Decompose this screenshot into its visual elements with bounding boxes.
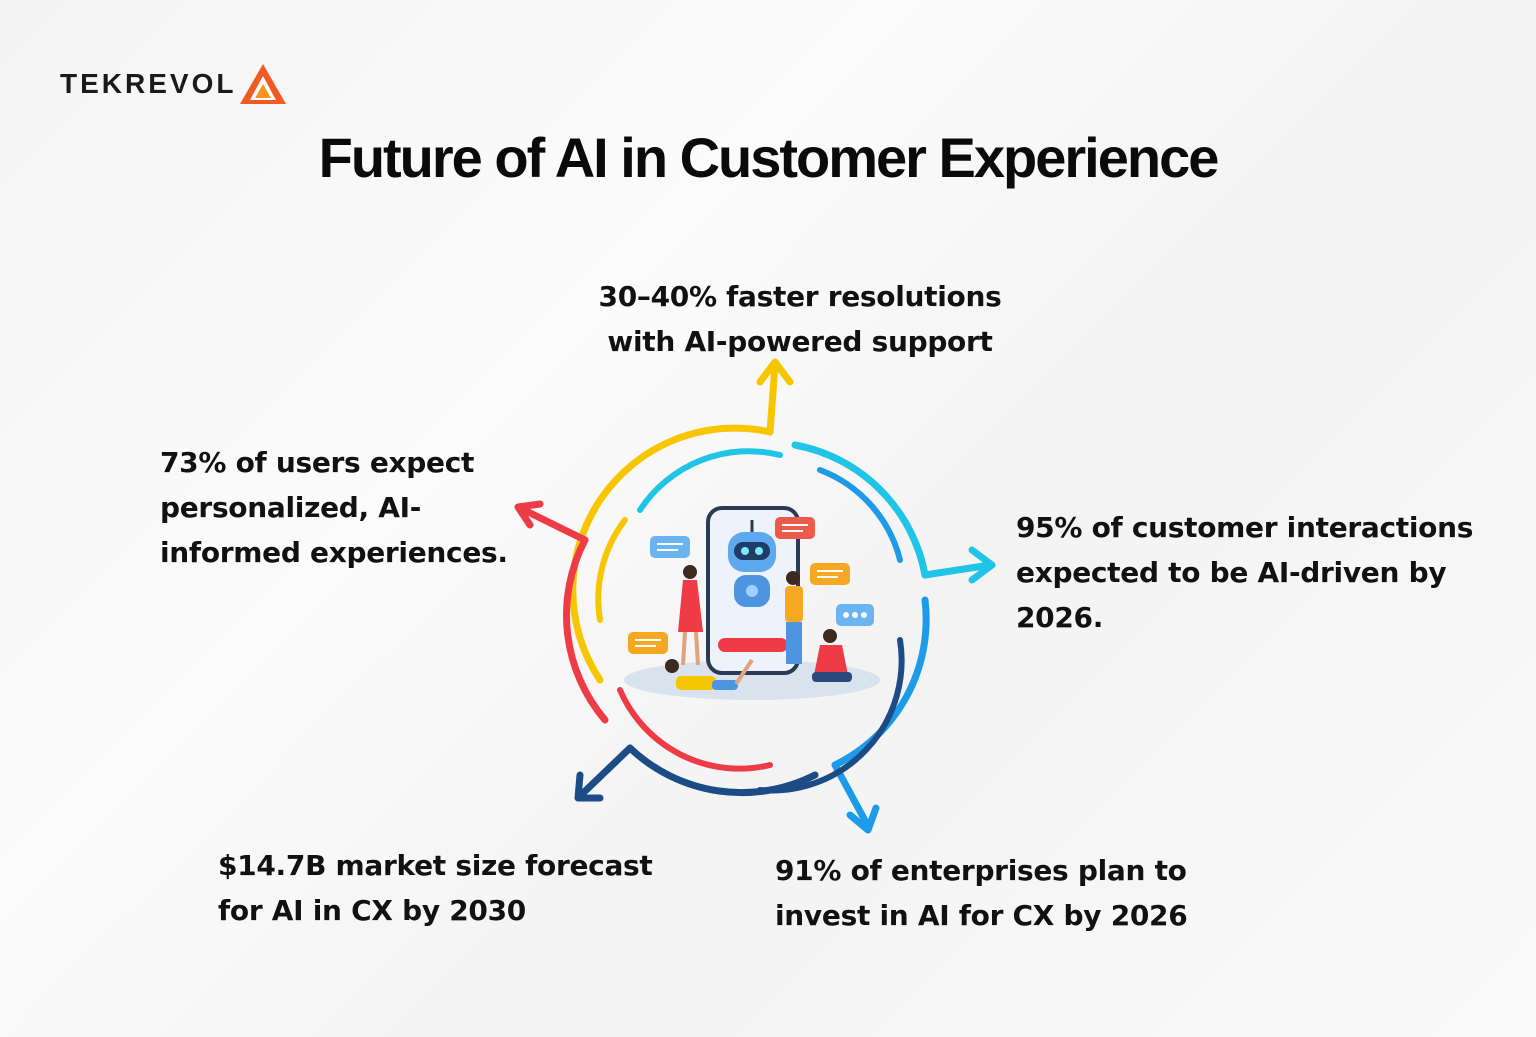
stat-ai-driven-interactions: 95% of customer interactions expected to… — [1016, 505, 1516, 640]
stat-market-size: $14.7B market size forecast for AI in CX… — [218, 843, 678, 933]
chat-bubble-icon — [650, 536, 690, 558]
brand-name: TEKREVOL — [60, 68, 237, 99]
navy-arc — [626, 744, 819, 797]
red-arrow — [516, 504, 589, 544]
navy-arrowhead-icon — [574, 771, 604, 802]
stat-line: 30–40% faster resolutions — [598, 280, 1002, 313]
inner-yellow-arc — [595, 517, 628, 623]
stat-line: with AI-powered support — [607, 325, 993, 358]
people-illustration — [665, 565, 852, 690]
stat-line: 91% of enterprises plan to — [775, 854, 1187, 887]
yellow-arrow — [766, 361, 779, 436]
robot-icon — [728, 520, 776, 607]
stat-enterprise-investment: 91% of enterprises plan to invest in AI … — [775, 848, 1225, 938]
stat-faster-resolutions: 30–40% faster resolutions with AI-powere… — [560, 274, 1040, 364]
stat-line: 2026. — [1016, 601, 1104, 634]
stat-line: 73% of users expect — [160, 446, 475, 479]
chat-bubble-icon — [775, 517, 815, 539]
inner-red-arc — [617, 687, 773, 772]
inner-navy-arc — [757, 637, 905, 794]
inner-blue-arc — [817, 467, 903, 563]
stat-line: invest in AI for CX by 2026 — [775, 899, 1188, 932]
blue-arc — [831, 596, 930, 769]
stat-line: 95% of customer interactions — [1016, 511, 1474, 544]
navy-arrow — [576, 744, 634, 800]
yellow-arc — [569, 424, 774, 684]
chat-input-bar — [718, 638, 788, 652]
stat-line: for AI in CX by 2030 — [218, 894, 526, 927]
tekrevol-triangle-icon — [240, 64, 287, 104]
cyan-arrowhead-icon — [968, 546, 996, 584]
inner-cyan-arc — [637, 448, 783, 513]
cyan-arc — [791, 441, 929, 579]
yellow-arrowhead-icon — [756, 358, 794, 386]
chat-bubble-icon — [810, 563, 850, 585]
brand-logo: TEKREVOL — [60, 62, 288, 106]
cyan-arrow — [921, 561, 994, 579]
red-arrowhead-icon — [514, 500, 544, 529]
chatbot-smartphone-illustration — [624, 506, 880, 700]
red-arc — [563, 536, 609, 724]
stat-line: expected to be AI-driven by — [1016, 556, 1447, 589]
chat-bubble-icon — [628, 632, 668, 654]
stat-line: informed experiences. — [160, 536, 508, 569]
page-title: Future of AI in Customer Experience — [318, 126, 1220, 189]
blue-arrow — [831, 761, 872, 830]
stat-personalized-experiences: 73% of users expect personalized, AI- in… — [160, 440, 540, 575]
chat-bubble-icon — [836, 604, 874, 626]
stat-line: personalized, AI- — [160, 491, 422, 524]
blue-arrowhead-icon — [846, 804, 880, 834]
stat-line: $14.7B market size forecast — [218, 849, 653, 882]
